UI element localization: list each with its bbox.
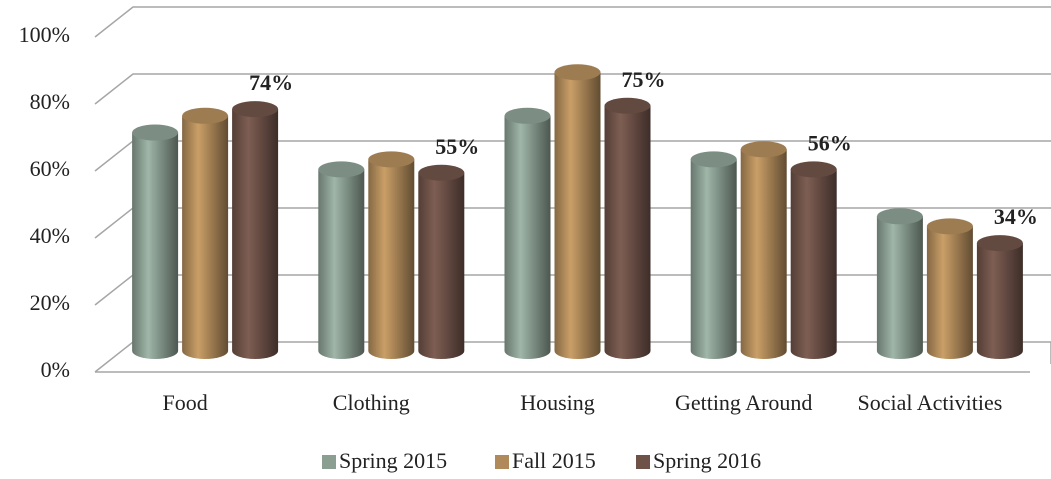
bar [690,151,737,359]
y-tick-label: 60% [30,156,70,181]
bar-body [740,149,787,359]
x-tick-label: Food [162,390,207,415]
bar-top [876,208,923,225]
bar-top [740,141,787,158]
y-tick-label: 100% [19,22,70,47]
y-tick-label: 0% [41,357,70,382]
bar-top [368,151,415,168]
bar [132,124,179,359]
value-label: 56% [808,130,852,155]
bar [876,208,923,359]
y-tick-label: 40% [30,223,70,248]
legend-swatch [495,455,509,469]
legend-swatch [636,455,650,469]
value-label: 74% [249,70,293,95]
x-tick-label: Social Activities [857,390,1002,415]
x-tick-label: Clothing [333,390,410,415]
bar [790,161,837,359]
bar [926,218,973,359]
bar-top [976,235,1023,252]
value-label: 34% [994,204,1038,229]
bar-top [504,107,551,124]
legend-swatch [322,455,336,469]
bar-body [554,72,601,359]
bar [504,107,551,359]
bar-body [504,115,551,359]
bar-body [182,115,229,359]
bar [418,164,465,359]
bar-body [690,159,737,359]
bar-top [554,64,601,81]
bar-body [926,226,973,359]
bar-body [132,132,179,359]
bar [604,97,651,359]
bar-top [318,161,365,178]
legend-label: Spring 2016 [653,448,761,473]
bar-body [604,105,651,359]
bar-body [232,109,279,359]
bar [318,161,365,359]
bar-body [790,169,837,359]
x-tick-label: Getting Around [675,390,813,415]
bar [368,151,415,359]
bar-top [132,124,179,141]
value-label: 75% [622,67,666,92]
legend-label: Fall 2015 [512,448,596,473]
bar-top [790,161,837,178]
grid-line [94,6,1051,38]
bar-top [232,101,279,118]
bar [182,107,229,359]
y-tick-label: 20% [30,290,70,315]
grid-line [94,73,1051,105]
bar [740,141,787,359]
bar-body [876,216,923,359]
bar [232,101,279,359]
bar-body [318,169,365,359]
legend-label: Spring 2015 [339,448,447,473]
y-tick-label: 80% [30,89,70,114]
bar-body [976,243,1023,359]
value-label: 55% [435,134,479,159]
bar-top [926,218,973,235]
x-tick-label: Housing [520,390,595,415]
bar-body [418,172,465,359]
bar-top [418,164,465,181]
bar-body [368,159,415,359]
bar [554,64,601,359]
bar-top [690,151,737,168]
bar-top [182,107,229,124]
bar-top [604,97,651,114]
bar [976,235,1023,359]
